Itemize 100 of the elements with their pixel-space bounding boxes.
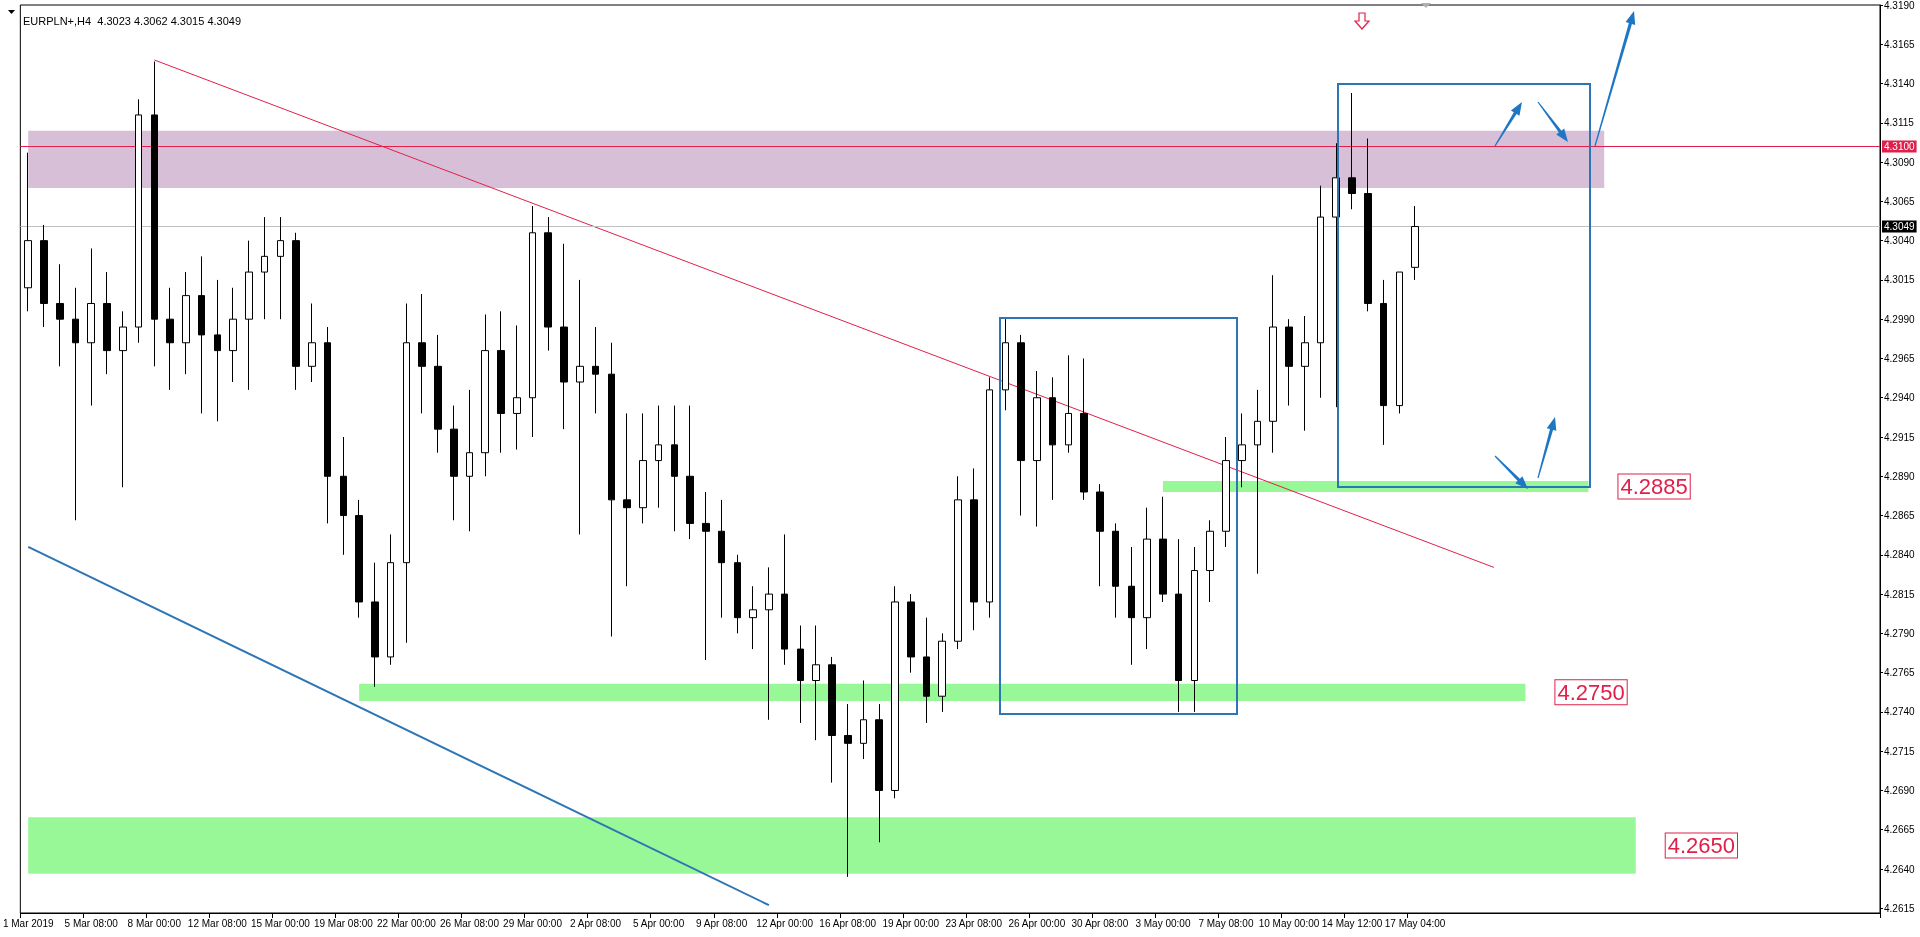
candlestick bbox=[1191, 546, 1198, 713]
candlestick bbox=[245, 240, 253, 391]
candlestick bbox=[214, 279, 221, 422]
x-tick-label: 7 May 08:00 bbox=[1198, 917, 1254, 929]
candlestick bbox=[891, 585, 899, 799]
band-label: 4.2650 bbox=[1667, 832, 1736, 858]
candlestick bbox=[1175, 538, 1182, 713]
candlestick bbox=[56, 263, 64, 367]
band-label: 4.2885 bbox=[1620, 473, 1688, 499]
candlestick bbox=[1396, 271, 1403, 414]
candlestick bbox=[229, 287, 237, 383]
x-tick-label: 1 Mar 2019 bbox=[2, 917, 54, 929]
candlestick bbox=[639, 412, 647, 524]
text: EURPLN+,H4 4.3023 4.3062 4.3015 4.3049 bbox=[23, 14, 242, 27]
candlestick bbox=[1254, 389, 1261, 575]
candlestick bbox=[576, 279, 584, 535]
candlestick bbox=[1033, 370, 1041, 528]
candlestick bbox=[1096, 483, 1104, 587]
candlestick bbox=[466, 389, 473, 532]
candlestick bbox=[655, 405, 662, 509]
candlestick bbox=[182, 271, 190, 375]
candlestick bbox=[40, 224, 48, 328]
y-tick-label: 4.2740 bbox=[1884, 706, 1916, 718]
x-tick-label: 8 Mar 00:00 bbox=[127, 917, 182, 929]
y-tick-label: 4.2940 bbox=[1884, 392, 1916, 404]
x-tick-label: 26 Apr 00:00 bbox=[1008, 917, 1066, 929]
x-tick-label: 9 Apr 08:00 bbox=[696, 917, 748, 929]
x-tick-label: 5 Mar 08:00 bbox=[64, 917, 119, 929]
y-tick-label: 4.3040 bbox=[1884, 235, 1916, 247]
candlestick bbox=[954, 475, 962, 650]
candlestick bbox=[828, 656, 836, 784]
candlestick bbox=[938, 632, 946, 713]
candlestick bbox=[923, 617, 930, 724]
x-tick-label: 22 Mar 00:00 bbox=[376, 917, 437, 929]
y-tick-label: 4.2965 bbox=[1884, 352, 1916, 364]
candlestick bbox=[497, 310, 505, 454]
candlestick bbox=[277, 216, 284, 320]
candlestick bbox=[1080, 357, 1088, 501]
candlestick bbox=[608, 342, 615, 638]
candlestick bbox=[623, 412, 631, 587]
y-tick-label: 4.3090 bbox=[1884, 156, 1916, 168]
x-tick-label: 5 Apr 00:00 bbox=[633, 917, 685, 929]
x-tick-label: 15 Mar 00:00 bbox=[250, 917, 311, 929]
candlestick bbox=[986, 376, 993, 619]
candlestick bbox=[1222, 436, 1230, 548]
candlestick bbox=[718, 499, 725, 619]
candlestick bbox=[119, 310, 127, 488]
candlestick bbox=[1002, 318, 1009, 411]
candlestick bbox=[1411, 205, 1419, 281]
candlestick bbox=[702, 491, 710, 661]
y-tick-label: 4.3065 bbox=[1884, 195, 1916, 207]
candlestick bbox=[781, 533, 788, 666]
candlestick bbox=[24, 152, 32, 312]
x-tick-label: 16 Apr 08:00 bbox=[819, 917, 877, 929]
candlestick bbox=[1128, 546, 1135, 666]
candlestick bbox=[1285, 318, 1293, 407]
candlestick bbox=[560, 243, 568, 430]
y-tick-label: 4.2915 bbox=[1884, 431, 1916, 443]
candlestick bbox=[340, 436, 347, 556]
ref-line-label: 4.3049 bbox=[1884, 221, 1916, 232]
x-tick-label: 2 Apr 08:00 bbox=[570, 917, 622, 929]
candlestick bbox=[970, 467, 978, 631]
candlestick bbox=[308, 302, 316, 383]
x-tick-label: 29 Mar 00:00 bbox=[503, 917, 563, 929]
candlestick bbox=[749, 585, 757, 650]
candlestick bbox=[387, 533, 394, 666]
y-tick-label: 4.2665 bbox=[1884, 824, 1916, 836]
x-tick-label: 10 May 00:00 bbox=[1258, 917, 1320, 929]
candlestick bbox=[1159, 496, 1167, 603]
candlestick bbox=[513, 324, 521, 451]
candlestick bbox=[1317, 185, 1324, 399]
candlestick bbox=[592, 326, 599, 414]
candlestick bbox=[1364, 138, 1372, 312]
y-tick-label: 4.2690 bbox=[1884, 784, 1916, 796]
candlestick bbox=[860, 680, 867, 760]
y-tick-label: 4.3115 bbox=[1884, 117, 1915, 129]
candlestick bbox=[87, 247, 95, 407]
x-tick-label: 30 Apr 08:00 bbox=[1071, 917, 1129, 929]
candlestick bbox=[1301, 315, 1309, 432]
candlestick bbox=[844, 703, 852, 878]
candlestick bbox=[875, 703, 883, 843]
y-tick-label: 4.3140 bbox=[1884, 78, 1916, 90]
x-tick-label: 23 Apr 08:00 bbox=[945, 917, 1003, 929]
band-label: 4.2750 bbox=[1557, 679, 1625, 705]
candlestick bbox=[907, 593, 915, 674]
y-tick-label: 4.2865 bbox=[1884, 510, 1916, 522]
y-tick-label: 4.2815 bbox=[1884, 588, 1916, 600]
candlestick bbox=[765, 566, 773, 721]
candlestick bbox=[1017, 334, 1025, 517]
candlestick bbox=[797, 625, 804, 724]
candlestick bbox=[450, 405, 458, 521]
candlestick bbox=[371, 562, 379, 688]
candlestick bbox=[198, 255, 205, 414]
ref-line-label: 4.3100 bbox=[1884, 140, 1916, 152]
candlestick bbox=[1269, 274, 1277, 454]
candlestick bbox=[529, 205, 536, 438]
y-tick-label: 4.3190 bbox=[1884, 0, 1916, 11]
x-tick-label: 19 Apr 00:00 bbox=[882, 917, 940, 929]
candlestick bbox=[1065, 354, 1072, 454]
candlestick bbox=[355, 499, 363, 619]
